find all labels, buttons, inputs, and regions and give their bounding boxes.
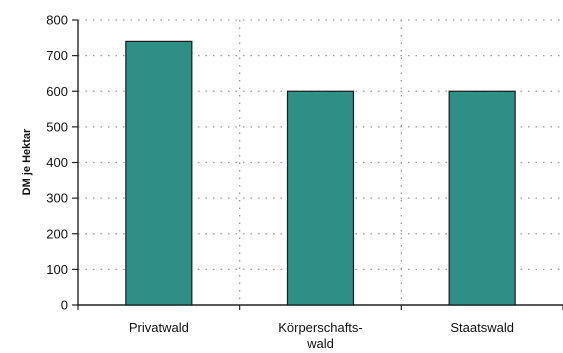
y-axis-label: DM je Hektar	[21, 128, 33, 195]
x-category-label: Körperschafts-wald	[278, 320, 363, 351]
x-category-label-line: Körperschafts-	[278, 320, 363, 335]
y-tick-label: 200	[46, 226, 68, 241]
y-tick-label: 700	[46, 48, 68, 63]
x-category-label-line: Privatwald	[129, 320, 189, 335]
y-tick-label: 400	[46, 155, 68, 170]
x-category-label-line: wald	[306, 336, 334, 351]
y-tick-label: 300	[46, 191, 68, 206]
bar	[125, 40, 193, 306]
bar	[286, 90, 355, 306]
y-tick-labels: 0 100 200 300 400 500 600 700 800	[46, 13, 68, 313]
x-category-label-line: Staatswald	[450, 320, 514, 335]
y-tick-label: 500	[46, 119, 68, 134]
y-tick-label: 100	[46, 262, 68, 277]
bars	[125, 40, 516, 306]
y-tick-label: 800	[46, 13, 68, 28]
y-tick-label: 0	[61, 298, 68, 313]
x-category-label: Staatswald	[450, 320, 514, 335]
bar	[448, 90, 516, 306]
x-category-label: Privatwald	[129, 320, 189, 335]
y-tick-label: 600	[46, 84, 68, 99]
gridlines	[78, 19, 563, 305]
x-category-labels: Privatwald Körperschafts-wald Staatswald	[129, 320, 514, 351]
